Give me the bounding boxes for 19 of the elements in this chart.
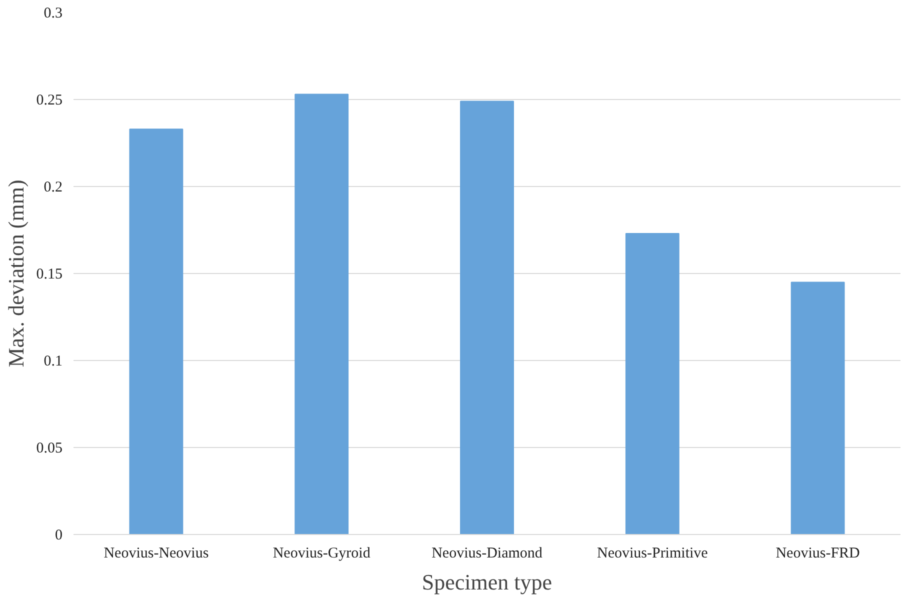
y-tick-label: 0.25: [36, 92, 62, 108]
y-tick-label: 0.1: [44, 354, 62, 370]
y-tick-label: 0.3: [44, 6, 62, 22]
bar: [460, 100, 514, 534]
bar: [129, 128, 184, 534]
y-tick-label: 0: [55, 528, 62, 544]
bar: [294, 94, 349, 534]
x-tick-label: Neovius-Gyroid: [272, 546, 371, 562]
x-axis-title: Specimen type: [422, 570, 552, 594]
x-tick-label: Neovius-Primitive: [596, 546, 708, 562]
bar: [625, 232, 680, 534]
x-tick-label: Neovius-Neovius: [104, 546, 209, 562]
x-tick-label: Neovius-Diamond: [432, 546, 543, 562]
y-tick-label: 0.05: [36, 440, 62, 456]
y-tick-label: 0.2: [44, 180, 62, 196]
y-axis-title: Max. deviation (mm): [3, 180, 28, 368]
x-tick-label: Neovius-FRD: [776, 546, 860, 562]
y-tick-label: 0.15: [36, 266, 62, 282]
bar: [790, 282, 845, 534]
